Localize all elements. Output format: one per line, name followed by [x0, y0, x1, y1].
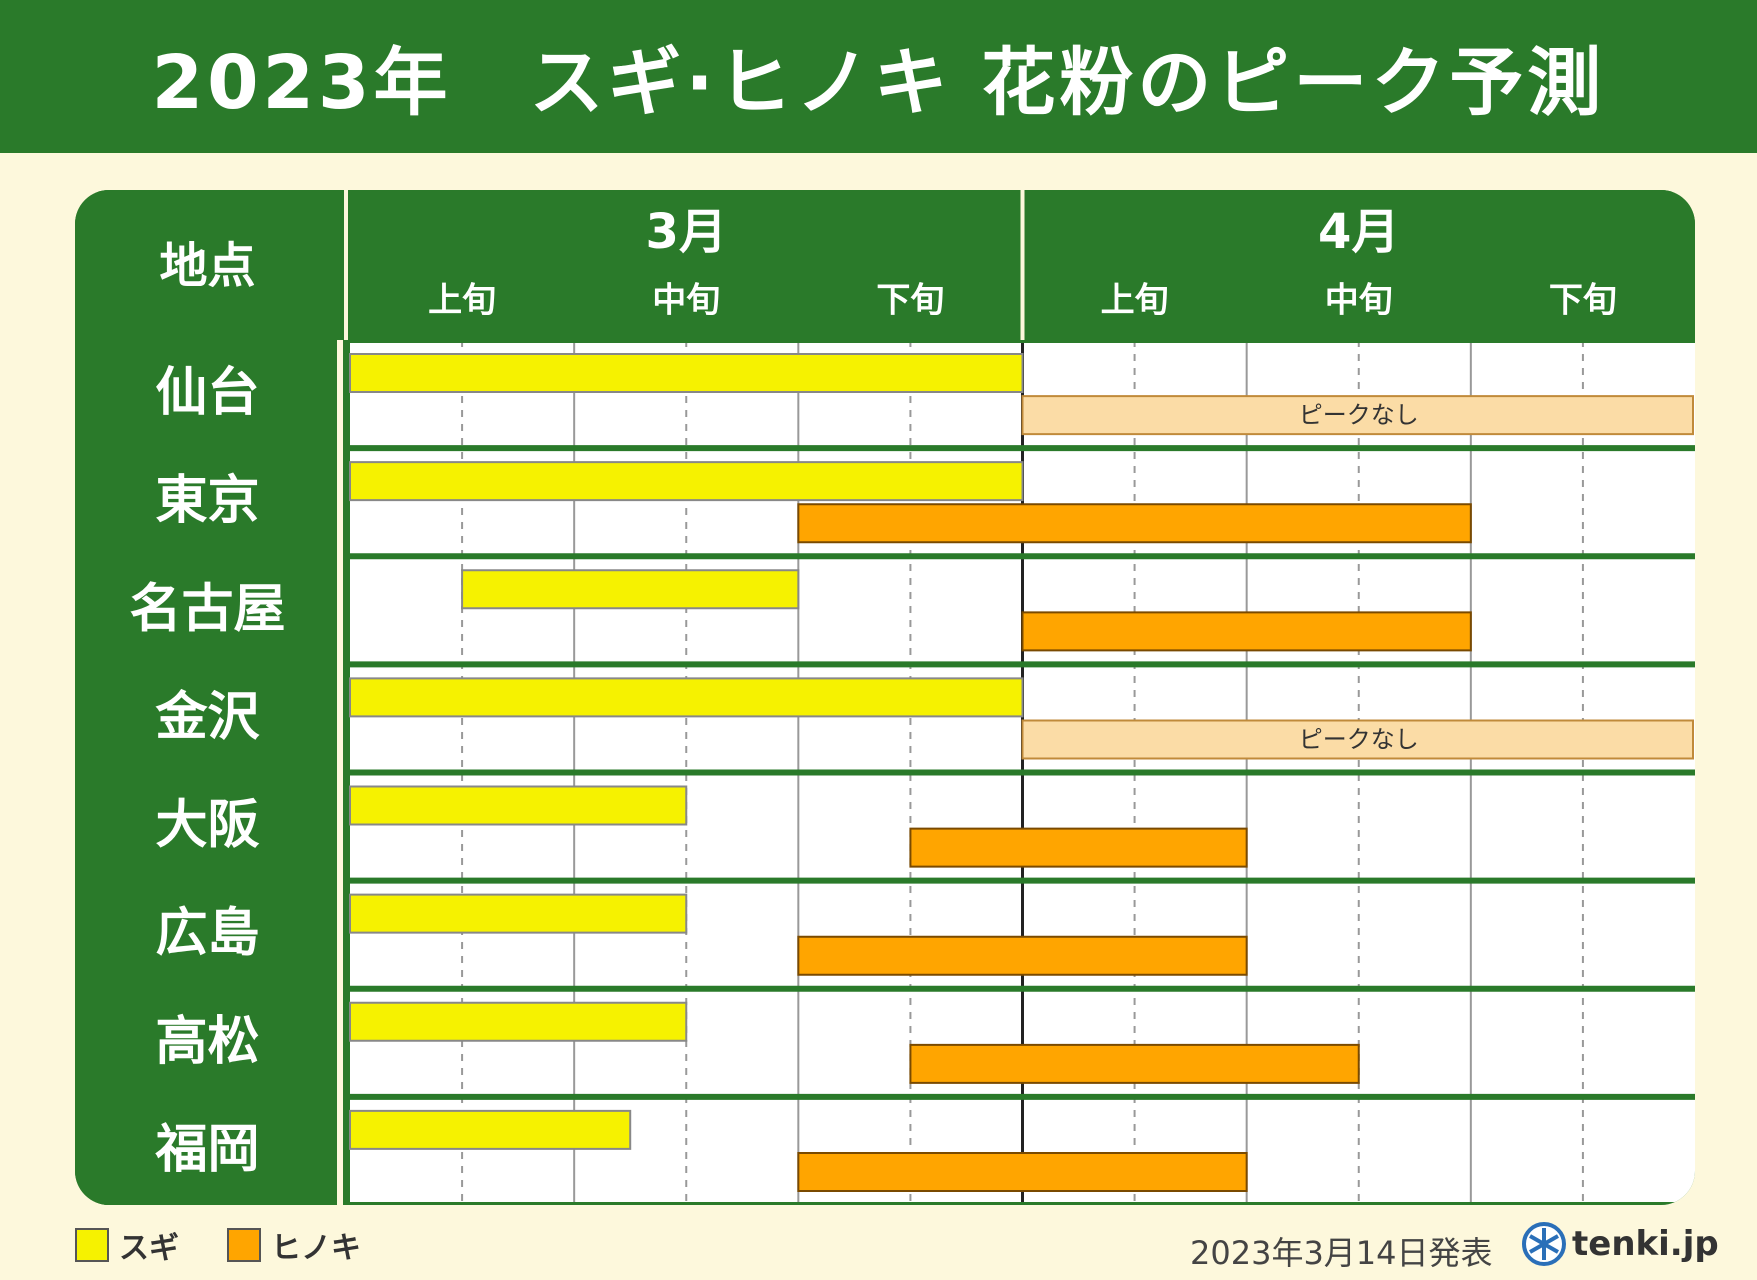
month-label-2: 4月 [1318, 204, 1399, 260]
hinoki-bar-8 [797, 1152, 1248, 1192]
row-label-cell [75, 772, 340, 881]
period-label-2-1: 上旬 [1101, 281, 1169, 321]
row-label-cell [75, 448, 340, 557]
hinoki-bar-7 [909, 1043, 1360, 1084]
row-separator [75, 769, 1695, 776]
hinoki-bar-5 [909, 827, 1248, 868]
row-label-7: 高松 [155, 1012, 259, 1072]
row-separator [75, 553, 1695, 560]
title-bar: 2023年 スギ·ヒノキ 花粉のピーク予測 [0, 0, 1757, 153]
row-separator [75, 1093, 1695, 1100]
sugi-bar-1 [349, 353, 1024, 393]
hinoki-bar-3 [1021, 611, 1472, 652]
no-peak-bar-1 [1021, 395, 1694, 436]
row-label-1: 仙台 [155, 363, 259, 423]
legend-item-sugi: スギ [75, 1223, 179, 1267]
row-separator [75, 1202, 1695, 1205]
tenki-logo-text: tenki.jp [1572, 1224, 1719, 1264]
legend-label-hinoki: ヒノキ [271, 1231, 361, 1266]
no-peak-label-4: ピークなし [1299, 726, 1419, 754]
sugi-bar-2 [349, 461, 1024, 502]
sugi-bar-4 [349, 677, 1024, 718]
row-separator [75, 985, 1695, 992]
period-label-2-2: 中旬 [1325, 281, 1393, 321]
period-label-1-2: 中旬 [652, 281, 720, 321]
tenki-logo-icon [1522, 1222, 1566, 1266]
row-separator [75, 661, 1695, 668]
row-label-cell [75, 1096, 340, 1205]
row-label-3: 名古屋 [129, 579, 285, 639]
row-separator [75, 445, 1695, 452]
row-label-6: 広島 [155, 904, 259, 964]
sugi-bar-7 [349, 1001, 688, 1042]
row-label-cell [75, 988, 340, 1097]
legend-label-sugi: スギ [119, 1231, 179, 1266]
row-label-5: 大阪 [155, 796, 259, 856]
row-label-cell [75, 556, 340, 665]
sugi-bar-3 [461, 569, 800, 610]
row-label-cell [75, 340, 340, 449]
no-peak-bar-4 [1021, 719, 1694, 760]
column-separator [337, 190, 343, 1205]
row-label-2: 東京 [155, 471, 259, 531]
publish-date: 2023年3月14日発表 [1190, 1234, 1493, 1272]
row-separator [75, 877, 1695, 884]
legend-swatch-hinoki [227, 1228, 261, 1262]
hinoki-bar-2 [797, 503, 1472, 544]
period-label-1-3: 下旬 [876, 281, 944, 321]
row-label-cell [75, 880, 340, 989]
sugi-bar-8 [349, 1109, 632, 1150]
period-label-1-1: 上旬 [428, 281, 496, 321]
chart-frame: 仙台東京名古屋金沢大阪広島高松福岡 地点 3月上旬 中旬 下旬 4月上旬 中旬 下旬ピークなし… [75, 190, 1695, 1205]
legend-swatch-sugi [75, 1228, 109, 1262]
period-label-2-3: 下旬 [1549, 281, 1617, 321]
tenki-logo: tenki.jp [1522, 1222, 1719, 1266]
column-gap [340, 190, 350, 1205]
row-label-cell [75, 664, 340, 773]
row-header-label: 地点 [159, 238, 255, 294]
no-peak-label-1: ピークなし [1299, 401, 1419, 429]
legend: スギ ヒノキ [75, 1223, 409, 1267]
legend-item-hinoki: ヒノキ [227, 1223, 361, 1267]
row-label-4: 金沢 [154, 687, 260, 747]
sugi-bar-5 [349, 785, 688, 826]
row-label-8: 福岡 [154, 1120, 259, 1180]
chart-title: 2023年 スギ·ヒノキ 花粉のピーク予測 [151, 40, 1606, 126]
month-label-1: 3月 [646, 204, 727, 260]
hinoki-bar-6 [797, 935, 1248, 976]
sugi-bar-6 [349, 893, 688, 934]
